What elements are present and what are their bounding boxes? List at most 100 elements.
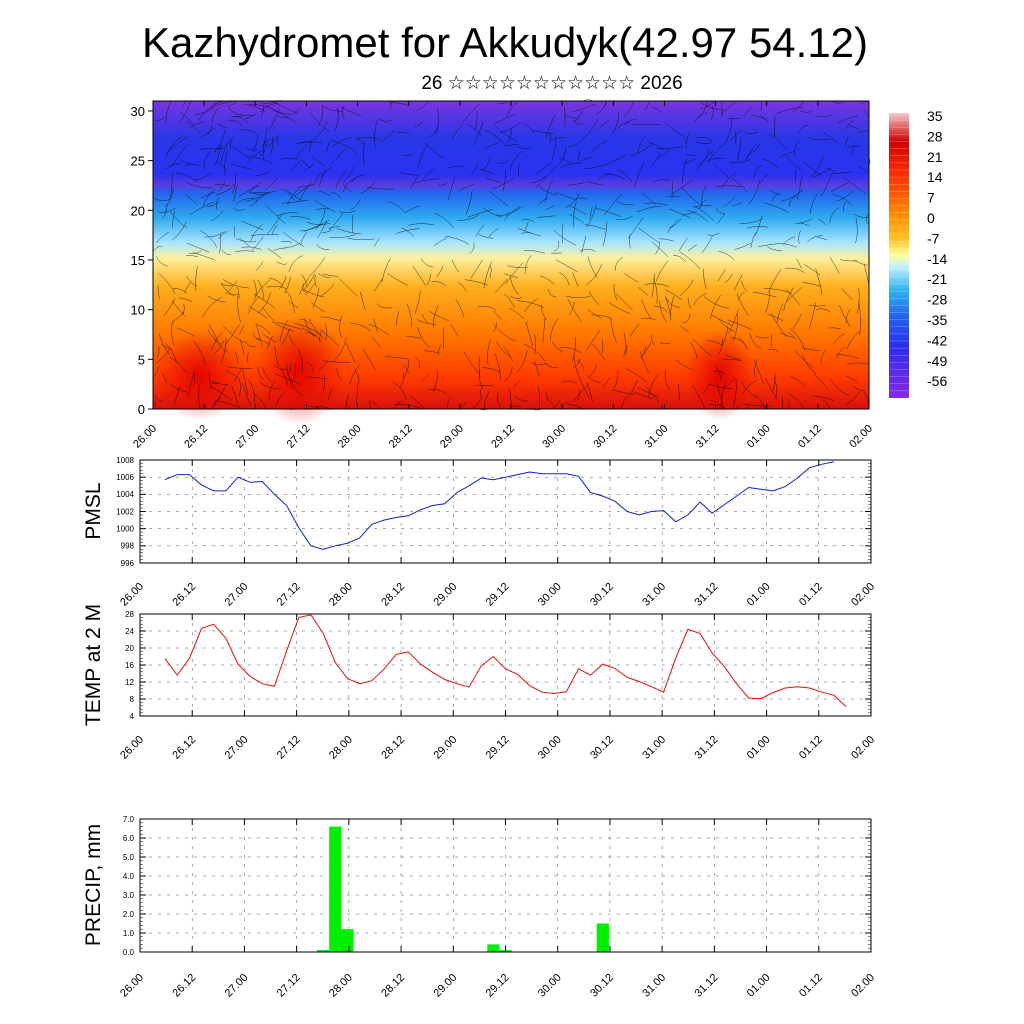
streamline	[239, 339, 245, 356]
streamline	[715, 185, 743, 188]
streamline	[392, 381, 407, 400]
streamline	[481, 156, 491, 172]
streamline	[538, 186, 557, 196]
streamline	[295, 144, 308, 159]
streamline	[683, 158, 697, 164]
streamline	[820, 350, 826, 365]
streamline	[681, 187, 702, 206]
streamline	[776, 106, 804, 114]
streamline	[273, 247, 286, 251]
streamline	[709, 404, 728, 410]
streamline	[636, 205, 662, 213]
streamline	[814, 373, 829, 390]
streamline	[603, 173, 626, 180]
streamline	[239, 237, 250, 247]
x-tick-label: 02.00	[849, 734, 877, 762]
streamline	[795, 218, 813, 224]
streamline	[493, 310, 502, 320]
streamline	[717, 268, 726, 282]
streamline	[534, 360, 540, 377]
streamline	[213, 340, 225, 355]
streamline	[492, 177, 515, 190]
streamline	[849, 126, 860, 131]
streamline	[832, 171, 852, 175]
streamline	[330, 148, 346, 165]
x-tick-label: 31.12	[694, 423, 722, 451]
x-tick-label: 31.00	[640, 734, 668, 762]
streamline	[846, 145, 860, 150]
streamline	[404, 205, 420, 214]
streamline	[525, 321, 534, 346]
streamline	[249, 306, 268, 319]
streamline	[188, 250, 202, 254]
streamline	[185, 254, 199, 257]
x-tick-label: 01.12	[797, 972, 825, 1000]
streamline	[170, 210, 188, 229]
streamline	[714, 365, 722, 381]
streamline	[554, 191, 578, 201]
streamline	[248, 295, 260, 314]
x-tick-label: 29.12	[484, 972, 512, 1000]
streamline	[545, 205, 555, 211]
streamline	[493, 113, 517, 125]
streamline	[855, 217, 858, 244]
streamline	[802, 161, 823, 177]
streamline	[679, 279, 694, 296]
streamline	[760, 173, 770, 184]
streamline	[532, 129, 554, 134]
streamline	[313, 172, 322, 186]
streamline	[720, 100, 738, 116]
streamline	[489, 190, 509, 207]
streamline	[193, 340, 207, 366]
x-tick-label: 26.12	[170, 581, 198, 609]
streamline	[283, 232, 305, 247]
streamline	[749, 333, 762, 349]
streamline	[477, 306, 497, 311]
streamline	[297, 184, 314, 188]
streamline	[429, 125, 439, 138]
streamline	[838, 115, 859, 123]
streamline	[267, 212, 284, 235]
streamline	[410, 395, 425, 410]
streamline	[808, 136, 831, 141]
streamline	[817, 236, 828, 241]
streamline	[561, 380, 577, 384]
streamline	[509, 307, 525, 319]
streamline	[253, 293, 276, 309]
streamline	[208, 377, 219, 384]
streamline	[221, 337, 227, 363]
streamline	[276, 261, 288, 265]
streamline	[614, 257, 624, 271]
streamline	[753, 291, 777, 298]
streamline	[384, 356, 408, 360]
x-tick-label: 27.12	[275, 972, 303, 1000]
colorbar-label: 28	[927, 128, 943, 144]
streamline	[637, 135, 647, 153]
streamline	[322, 273, 339, 277]
streamline	[489, 265, 492, 278]
streamline	[644, 283, 669, 288]
x-tick-label: 27.12	[285, 423, 313, 451]
streamline	[786, 155, 802, 171]
x-tick-label: 29.00	[431, 972, 459, 1000]
streamline	[734, 130, 737, 144]
streamline	[185, 194, 197, 205]
streamline	[297, 180, 313, 202]
streamline	[416, 100, 429, 111]
streamline	[637, 386, 660, 398]
x-tick-label: 29.00	[431, 734, 459, 762]
streamline	[227, 100, 237, 107]
streamline	[246, 192, 269, 202]
streamline	[683, 314, 690, 324]
streamline	[230, 164, 253, 170]
streamline	[169, 356, 188, 374]
x-tick-label: 29.12	[484, 581, 512, 609]
streamline	[711, 105, 714, 121]
streamline	[768, 349, 779, 352]
streamline	[451, 123, 464, 140]
streamline	[227, 292, 239, 296]
streamline	[274, 365, 287, 371]
streamline	[748, 179, 761, 205]
streamline	[773, 377, 778, 398]
streamline	[552, 136, 564, 142]
